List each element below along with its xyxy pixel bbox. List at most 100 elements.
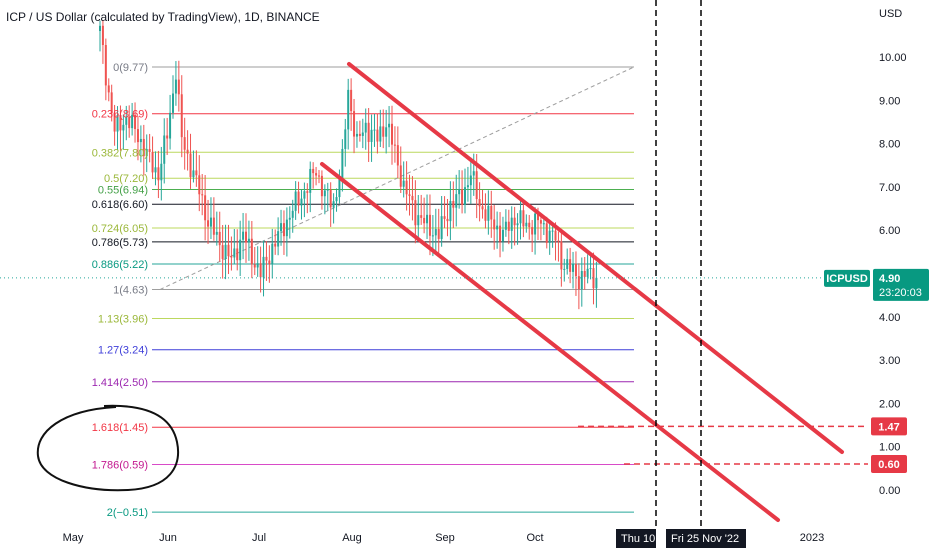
candle-body xyxy=(136,129,139,143)
candle-body xyxy=(180,94,183,138)
candle-body xyxy=(192,170,195,178)
candle-body xyxy=(204,195,207,221)
candle-body xyxy=(256,263,259,268)
candle-body xyxy=(569,259,572,272)
descending-channel xyxy=(320,62,844,522)
candle-body xyxy=(282,223,285,237)
candle-body xyxy=(300,198,303,206)
candle-body xyxy=(531,227,534,235)
candle-body xyxy=(516,223,519,226)
price-tick-label: 9.00 xyxy=(879,95,900,107)
candle-body xyxy=(268,260,271,265)
candle-body xyxy=(545,223,548,243)
candles xyxy=(99,19,598,310)
candle-body xyxy=(542,223,545,225)
candle-body xyxy=(472,171,475,176)
candle-body xyxy=(501,229,504,242)
candle-body xyxy=(464,187,466,205)
candle-body xyxy=(566,259,569,269)
candle-body xyxy=(157,167,160,181)
fib-label: 0.236(8.69) xyxy=(92,109,148,121)
candle-body xyxy=(583,270,586,277)
candle-body xyxy=(440,216,443,239)
candle-body xyxy=(113,113,116,132)
candle-body xyxy=(376,129,379,142)
candle-body xyxy=(201,194,204,196)
fib-label: 0.55(6.94) xyxy=(98,184,148,196)
time-highlight-label: Thu 10 N xyxy=(621,533,666,545)
candle-body xyxy=(285,219,288,237)
candle-body xyxy=(209,217,212,227)
candle-body xyxy=(449,200,452,222)
candle-body xyxy=(259,263,262,278)
fib-trend-line xyxy=(159,66,635,290)
candle-body xyxy=(458,189,461,195)
candle-body xyxy=(528,222,531,228)
candle-body xyxy=(265,256,268,261)
candle-body xyxy=(323,190,326,197)
candle-body xyxy=(215,231,218,235)
candle-body xyxy=(236,248,239,261)
candle-body xyxy=(116,115,119,132)
time-tick-label: Oct xyxy=(526,532,543,544)
candle-body xyxy=(189,153,192,178)
candle-body xyxy=(271,243,274,265)
candle-body xyxy=(475,171,478,200)
candle-body xyxy=(280,223,283,232)
candle-body xyxy=(154,167,157,173)
candle-body xyxy=(428,214,431,236)
candle-body xyxy=(172,93,174,113)
target-badge-label: 0.60 xyxy=(878,459,899,471)
annotations xyxy=(0,277,868,492)
candle-body xyxy=(443,216,446,219)
candle-body xyxy=(288,217,291,220)
candle-body xyxy=(393,144,396,146)
candle-body xyxy=(198,175,201,195)
fib-label: 1.27(3.24) xyxy=(98,345,148,357)
candle-body xyxy=(177,79,180,95)
candle-body xyxy=(247,238,250,243)
price-tick-label: 0.00 xyxy=(879,485,900,497)
price-tick-label: 1.00 xyxy=(879,442,900,454)
candle-body xyxy=(332,201,335,208)
candle-body xyxy=(303,191,306,199)
candle-body xyxy=(539,220,542,224)
candle-body xyxy=(469,175,472,186)
candle-body xyxy=(554,230,557,241)
candle-body xyxy=(218,231,221,246)
candle-body xyxy=(595,277,598,289)
candle-body xyxy=(335,197,338,202)
candle-body xyxy=(580,270,583,290)
candle-body xyxy=(510,217,513,231)
candle-body xyxy=(341,148,344,179)
currency-label: USD xyxy=(879,8,902,20)
candle-body xyxy=(174,79,177,94)
candle-body xyxy=(379,126,382,142)
candle-body xyxy=(101,25,104,46)
price-tick-label: 6.00 xyxy=(879,225,900,237)
candle-body xyxy=(125,116,128,125)
candle-body xyxy=(148,148,151,152)
candle-body xyxy=(253,264,256,268)
candle-body xyxy=(370,129,373,142)
candle-body xyxy=(245,231,247,243)
price-tick-label: 7.00 xyxy=(879,182,900,194)
candle-body xyxy=(563,268,566,270)
candle-body xyxy=(557,240,560,242)
fib-label: 0.724(6.05) xyxy=(92,223,148,235)
candle-body xyxy=(183,137,186,150)
candle-body xyxy=(420,215,423,218)
time-tick-label: May xyxy=(63,532,84,544)
fib-label: 1.618(1.45) xyxy=(92,422,148,434)
candle-body xyxy=(353,111,356,137)
candle-body xyxy=(560,241,563,270)
candle-body xyxy=(548,230,551,243)
candle-body xyxy=(291,210,294,218)
candle-body xyxy=(347,89,350,130)
candle-body xyxy=(405,180,408,195)
candle-body xyxy=(104,45,107,86)
fib-labels: 0(9.77)0.236(8.69)0.382(7.80)0.5(7.20)0.… xyxy=(92,62,148,519)
candle-body xyxy=(574,263,577,277)
candle-body xyxy=(490,205,493,220)
